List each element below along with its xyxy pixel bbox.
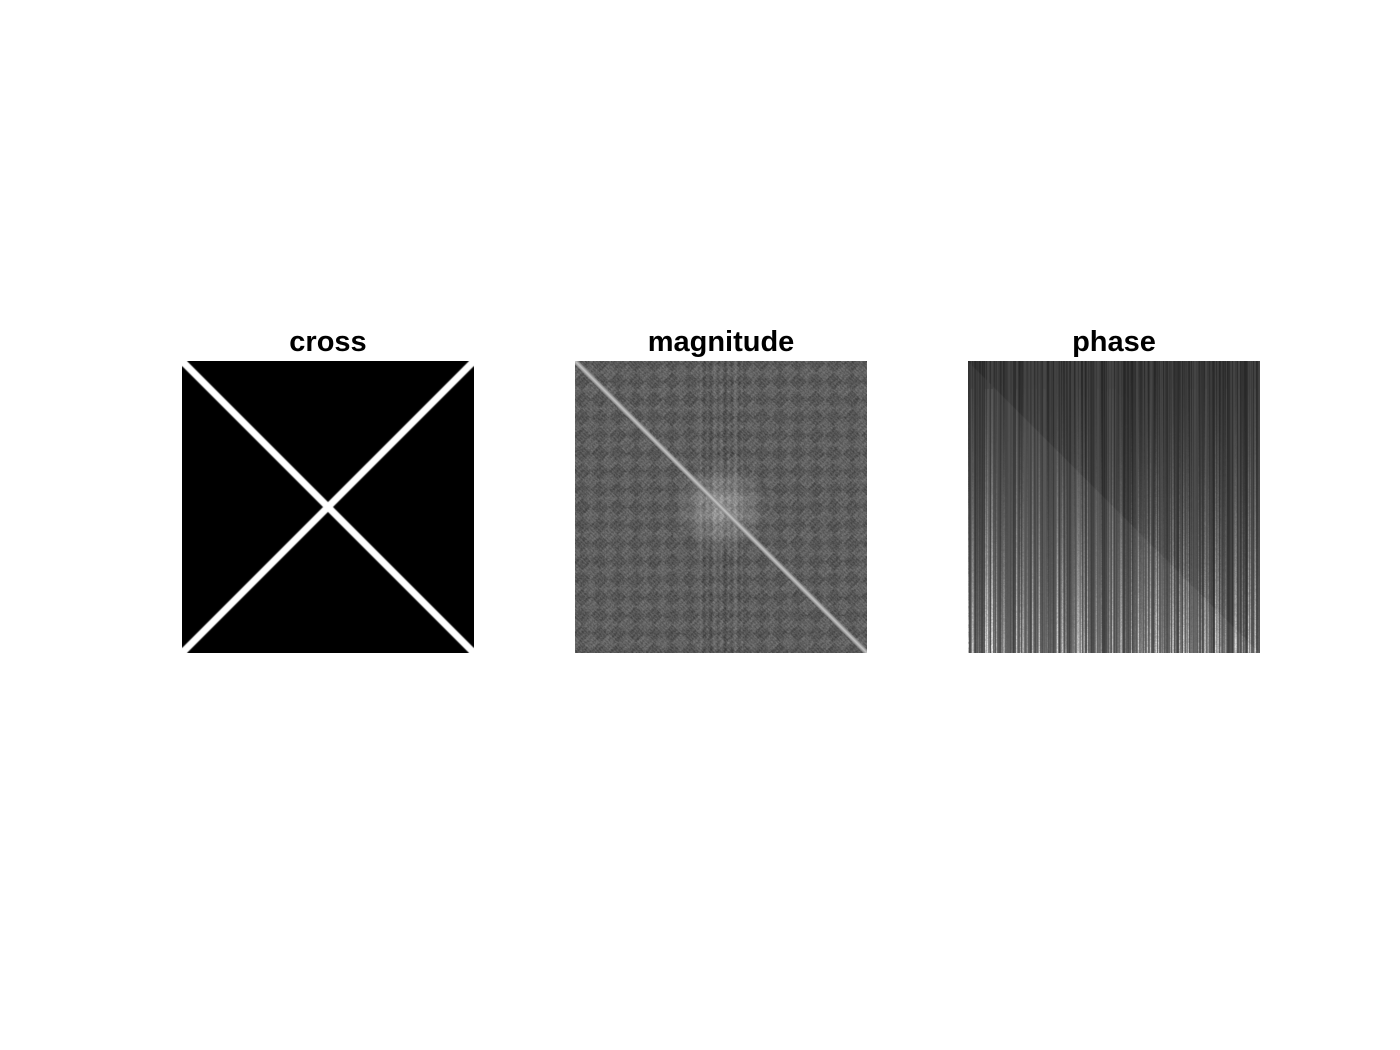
panel-title-phase: phase xyxy=(1072,326,1156,358)
phase-image xyxy=(968,361,1260,653)
magnitude-image xyxy=(575,361,867,653)
panel-title-cross: cross xyxy=(289,326,367,358)
cross-image xyxy=(182,361,474,653)
panel-title-magnitude: magnitude xyxy=(647,326,795,358)
